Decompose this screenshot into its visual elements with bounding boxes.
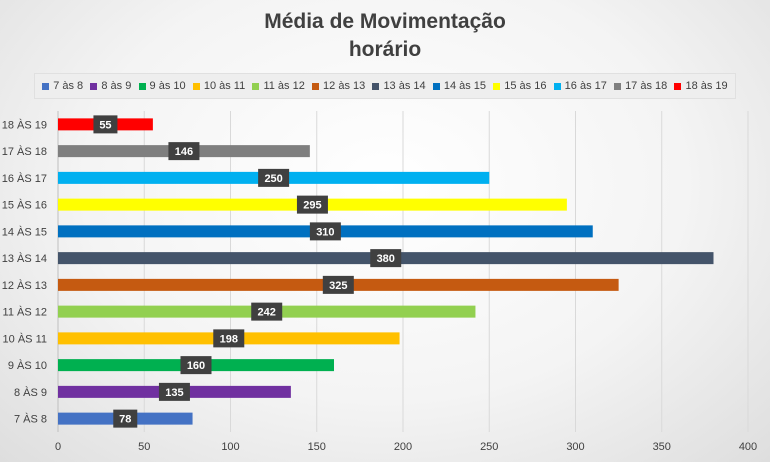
legend-swatch [372,82,380,90]
legend-label: 13 às 14 [383,80,426,92]
data-label-box [251,302,283,321]
legend-label: 9 às 10 [149,80,186,92]
x-tick-label: 50 [138,441,150,453]
chart-title-line1: Média de Movimentação [264,10,506,33]
legend-item: 13 às 14 [372,80,426,92]
legend-item: 10 às 11 [192,80,246,92]
legend-swatch [252,82,260,90]
data-label-box [168,142,200,161]
data-label: 325 [329,280,347,292]
legend-swatch [674,82,682,90]
x-tick-label: 250 [480,441,498,453]
chart-title-line2: horário [348,38,422,61]
x-tick-label: 150 [308,441,326,453]
x-tick-label: 300 [566,441,584,453]
legend-label: 15 às 16 [504,80,547,92]
legend-item: 16 às 17 [553,80,607,92]
data-label-box [258,168,290,187]
data-label: 198 [220,333,238,345]
chart-legend: 7 às 8 8 às 9 9 às 10 10 às 11 11 às 12 12 às… [34,73,736,99]
legend-label: 10 às 11 [203,80,246,92]
data-label-box [113,409,138,428]
x-tick-label: 100 [221,441,239,453]
legend-swatch [42,82,50,90]
legend-item: 14 às 15 [432,80,487,92]
data-label-box [213,329,245,348]
legend-item: 11 às 12 [252,80,305,92]
data-label-box [158,382,190,401]
legend-item: 18 às 19 [674,80,728,92]
legend-swatch [138,82,146,90]
x-tick-label: 200 [394,441,412,453]
chart-title: Média de Movimentação horário [0,8,770,64]
legend-label: 18 às 19 [685,80,728,92]
data-label-box [296,195,328,214]
legend-item: 8 às 9 [90,80,131,92]
legend-swatch [493,82,501,90]
legend-label: 12 às 13 [323,80,366,92]
y-tick-label: 16 ÀS 17 [2,172,47,185]
legend-swatch [192,82,200,90]
data-label-box [309,222,341,241]
data-label: 135 [165,387,183,399]
y-tick-label: 17 ÀS 18 [2,145,47,158]
legend-item: 17 às 18 [614,80,667,92]
data-label: 242 [258,307,276,319]
legend-label: 11 às 12 [263,80,305,92]
data-label: 380 [377,253,395,265]
data-label-box [370,249,402,268]
legend-label: 16 às 17 [564,80,607,92]
y-tick-label: 7 ÀS 8 [14,413,47,426]
y-tick-label: 13 ÀS 14 [2,252,47,265]
legend-label: 14 às 15 [443,80,487,92]
x-tick-label: 350 [653,441,671,453]
y-tick-label: 11 ÀS 12 [3,306,47,319]
legend-item: 7 às 8 [42,80,83,92]
legend-item: 9 às 10 [138,80,186,92]
y-tick-label: 12 ÀS 13 [2,279,47,292]
legend-label: 7 às 8 [53,80,84,92]
data-label: 250 [264,173,282,185]
x-tick-label: 0 [55,441,61,453]
legend-label: 8 às 9 [101,80,132,92]
data-label-box [322,275,354,294]
legend-swatch [614,82,622,90]
legend-swatch [90,82,98,90]
data-label: 160 [187,360,205,372]
data-label: 146 [175,146,193,158]
data-label-box [180,356,212,375]
data-label-box [93,115,118,134]
legend-item: 15 às 16 [493,80,546,92]
y-tick-label: 15 ÀS 16 [2,199,47,212]
legend-swatch [553,82,561,90]
data-label: 55 [99,119,111,131]
data-label: 310 [316,226,334,238]
y-tick-label: 8 ÀS 9 [14,386,47,399]
y-tick-label: 9 ÀS 10 [8,359,47,372]
y-tick-label: 18 ÀS 19 [2,118,47,131]
legend-swatch [432,82,440,90]
legend-label: 17 às 18 [625,80,668,92]
data-label: 78 [119,414,131,426]
y-tick-label: 14 ÀS 15 [2,225,47,238]
legend-swatch [312,82,320,90]
data-label: 295 [303,200,321,212]
x-tick-label: 400 [739,441,757,453]
legend-item: 12 às 13 [312,80,365,92]
y-tick-label: 10 ÀS 11 [3,332,47,345]
